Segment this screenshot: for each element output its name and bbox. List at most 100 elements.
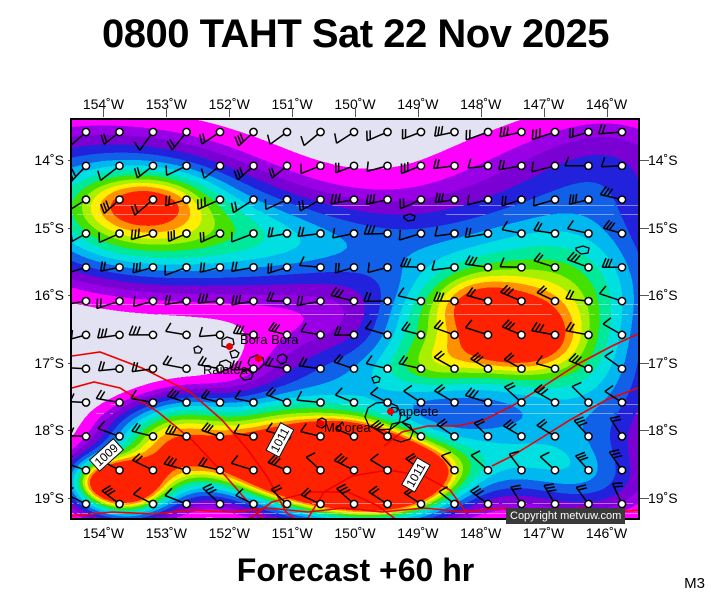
station-circle	[283, 264, 290, 271]
station-circle	[585, 399, 592, 406]
station-circle	[317, 162, 324, 169]
station-circle	[317, 128, 324, 135]
city-label: Mo'orea	[324, 420, 371, 435]
station-circle	[149, 500, 156, 507]
station-circle	[82, 196, 89, 203]
city-dot	[226, 343, 233, 350]
station-circle	[250, 433, 257, 440]
station-circle	[250, 298, 257, 305]
lat-tick-label: 15˚S	[18, 220, 64, 236]
station-circle	[216, 230, 223, 237]
page-title: 0800 TAHT Sat 22 Nov 2025	[0, 12, 711, 57]
station-circle	[149, 230, 156, 237]
station-circle	[618, 365, 625, 372]
station-circle	[283, 196, 290, 203]
station-circle	[585, 500, 592, 507]
map-canvas	[72, 120, 638, 518]
station-circle	[250, 128, 257, 135]
station-circle	[317, 500, 324, 507]
station-circle	[317, 467, 324, 474]
station-circle	[116, 162, 123, 169]
lon-tick-label: 147˚W	[514, 525, 574, 541]
station-circle	[250, 230, 257, 237]
station-circle	[451, 433, 458, 440]
station-circle	[518, 331, 525, 338]
station-circle	[551, 162, 558, 169]
station-circle	[585, 467, 592, 474]
station-circle	[116, 196, 123, 203]
station-circle	[618, 298, 625, 305]
station-circle	[216, 331, 223, 338]
copyright-badge: Copyright metvuw.com	[506, 508, 625, 524]
station-circle	[183, 230, 190, 237]
station-circle	[350, 331, 357, 338]
lon-tick-label: 153˚W	[136, 525, 196, 541]
lat-tick-label: 16˚S	[18, 287, 64, 303]
station-circle	[384, 467, 391, 474]
station-circle	[618, 230, 625, 237]
lon-tick-mark	[103, 108, 104, 117]
station-circle	[384, 196, 391, 203]
station-circle	[350, 230, 357, 237]
station-circle	[183, 467, 190, 474]
station-circle	[585, 331, 592, 338]
station-circle	[585, 162, 592, 169]
station-circle	[283, 467, 290, 474]
station-circle	[551, 433, 558, 440]
station-circle	[451, 162, 458, 169]
lat-tick-label: 15˚S	[648, 220, 694, 236]
station-circle	[551, 128, 558, 135]
station-circle	[183, 500, 190, 507]
station-circle	[551, 264, 558, 271]
station-circle	[518, 467, 525, 474]
lon-tick-label: 154˚W	[73, 525, 133, 541]
station-circle	[518, 399, 525, 406]
station-circle	[82, 467, 89, 474]
station-circle	[518, 128, 525, 135]
station-circle	[551, 500, 558, 507]
station-circle	[116, 128, 123, 135]
station-circle	[417, 230, 424, 237]
station-circle	[484, 162, 491, 169]
station-circle	[183, 365, 190, 372]
station-circle	[283, 365, 290, 372]
station-circle	[484, 365, 491, 372]
station-circle	[116, 433, 123, 440]
lon-tick-mark	[418, 108, 419, 117]
station-circle	[551, 230, 558, 237]
station-circle	[417, 162, 424, 169]
station-circle	[518, 162, 525, 169]
station-circle	[618, 500, 625, 507]
station-circle	[451, 467, 458, 474]
station-circle	[551, 365, 558, 372]
station-circle	[216, 298, 223, 305]
station-circle	[149, 467, 156, 474]
station-circle	[317, 230, 324, 237]
lon-tick-label: 148˚W	[451, 525, 511, 541]
station-circle	[350, 399, 357, 406]
lat-tick-label: 19˚S	[18, 490, 64, 506]
station-circle	[518, 500, 525, 507]
station-circle	[149, 433, 156, 440]
station-circle	[585, 433, 592, 440]
station-circle	[484, 500, 491, 507]
station-circle	[183, 196, 190, 203]
station-circle	[384, 128, 391, 135]
station-circle	[585, 365, 592, 372]
station-circle	[350, 128, 357, 135]
station-circle	[317, 196, 324, 203]
lat-tick-label: 18˚S	[18, 422, 64, 438]
station-circle	[250, 162, 257, 169]
station-circle	[417, 433, 424, 440]
station-circle	[350, 162, 357, 169]
city-dot	[255, 355, 262, 362]
weather-map[interactable]: Bora Bora Raiatea Mo'orea Papeete 1009 1011 1…	[70, 118, 640, 520]
station-circle	[451, 230, 458, 237]
lat-tick-mark	[640, 498, 649, 499]
lat-tick-mark	[640, 430, 649, 431]
lon-tick-mark	[607, 108, 608, 117]
station-circle	[250, 365, 257, 372]
lat-tick-label: 14˚S	[18, 152, 64, 168]
station-circle	[451, 365, 458, 372]
